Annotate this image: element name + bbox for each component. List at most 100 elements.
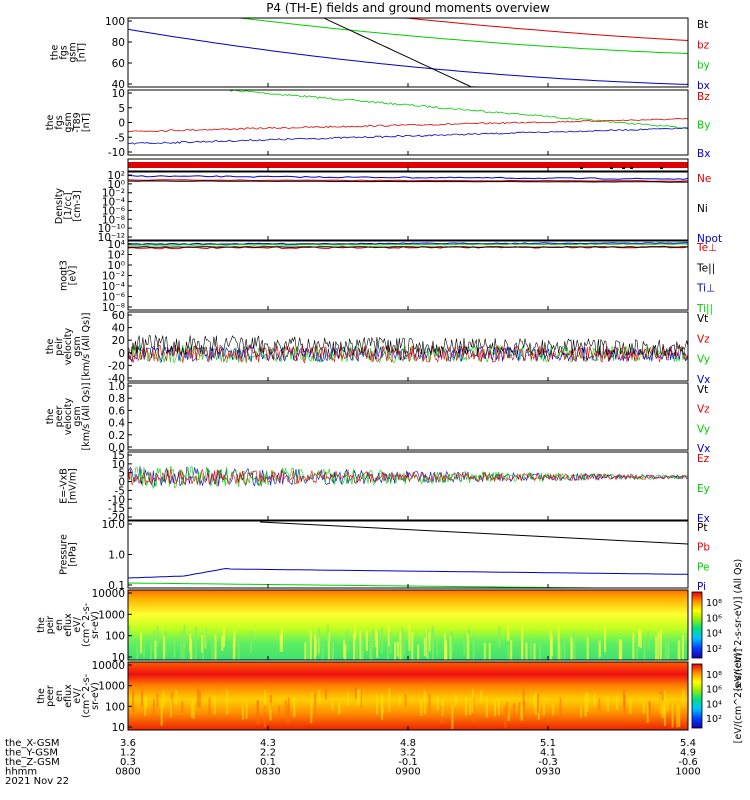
y-tick-label: 1000 [98,609,125,621]
y-tick-label: 10⁰ [107,179,125,191]
spectrogram-streak [170,698,173,718]
y-tick-label: 1.0 [108,550,125,562]
spectrogram-streak [488,643,491,660]
flag-marker [580,167,583,169]
spectrogram-streak [423,690,426,715]
y-axis-label-line: eflux [63,613,74,637]
x-axis-value: 4.3 [260,738,276,749]
spectrogram-streak [679,638,682,660]
spectrogram-streak [256,700,259,720]
y-tick-label: 10⁻⁸ [102,214,125,226]
spectrogram-streak [411,632,414,660]
spectrogram-streak [518,701,521,718]
spectrogram-streak [321,644,324,660]
spectrogram-streak [607,696,610,712]
y-tick-label: -10 [108,494,125,506]
y-axis-label-line: eflux [63,684,74,708]
spectrogram-streak [533,694,536,709]
flag-marker [660,167,663,169]
spectrogram-streak [427,638,429,660]
y-tick-label: 60 [112,310,125,322]
y-tick-label: 10000 [92,660,125,672]
spectrogram-streak [648,700,651,722]
spectrogram-streak [223,626,226,648]
spectrogram-streak [221,635,224,651]
spectrogram-streak [164,636,167,655]
y-axis-label-line: [1/cc] [63,192,74,219]
spectrogram-streak [513,703,516,720]
y-tick-label: 10⁻⁸ [102,302,125,314]
legend-label: Te⊥ [696,242,717,254]
y-tick-label: 0.8 [108,393,125,405]
y-tick-label: 0.4 [108,418,125,430]
y-axis-label-line: fgs [59,45,70,59]
y-axis-label: Pressure[nPa] [59,534,79,575]
y-axis-label-line: E=-VxB [59,468,70,503]
x-axis-value: 0800 [115,767,140,778]
panel-3: 10²10⁰10⁻²10⁻⁴10⁻⁶10⁻⁸10⁻¹⁰10⁻¹²Density[… [54,170,722,245]
legend-label: Vt [697,313,708,325]
spectrogram-streak [586,692,589,712]
spectrogram-streak [471,689,474,713]
spectrogram-streak [284,700,287,716]
y-axis-label-line: [nT] [81,113,92,132]
spectrogram-streak [314,694,317,717]
spectrogram-streak [584,693,587,717]
y-axis-label-line: eV/ [72,687,83,703]
colorbar-label-text: [eV/(cm^2-s-sr-eV)] (All Qs) [733,559,744,691]
spectrogram-streak [156,625,159,647]
spectrogram-streak [183,625,186,649]
x-axis-value: 4.1 [540,748,556,759]
flag-marker [610,167,613,169]
colorbar-tick-label: 10⁴ [706,699,722,710]
spectrogram-streak [214,634,217,660]
spectrogram-streak [445,640,447,660]
y-axis-label-line: Density [54,188,65,224]
legend-label: Ti⊥ [696,283,715,295]
panel-frame [127,451,689,521]
panel-plot-area [128,590,688,660]
spectrogram-streak [377,629,380,648]
y-tick-label: 0.0 [108,442,125,454]
panel-plot-area [128,90,688,145]
x-axis-row-label: the_X-GSM [5,738,59,749]
spectrogram-streak [659,694,662,715]
spectrogram-streak [423,637,426,656]
spectrogram-streak [468,629,470,660]
spectrogram-streak [642,700,645,714]
y-axis-label-line: the [45,115,56,131]
y-axis-label-line: (cm^2-s- [81,603,92,647]
series-Ni [128,180,688,183]
y-axis-label-line: [nPa] [68,542,79,567]
legend-label: Ez [697,453,710,465]
legend-label: Vx [697,443,710,455]
y-tick-label: 10⁻² [102,271,125,283]
series-Te-par [128,246,688,248]
y-axis-label-line: the [50,45,61,61]
colorbar-tick-label: 10² [706,644,722,655]
legend-label: Te|| [696,262,715,274]
panel-frame [127,240,689,311]
spectrogram-streak [449,635,452,660]
spectrogram-streak [560,644,562,660]
x-axis-value: 5.1 [540,738,556,749]
spectrogram-streak [396,641,399,657]
y-tick-label: 40 [112,79,125,91]
spectrogram-streak [450,631,453,656]
spectrogram-streak [420,699,423,716]
spectrogram-streak [557,626,560,660]
y-tick-label: -15 [108,503,125,515]
x-axis-value: 3.2 [400,748,416,759]
spectrogram-streak [573,638,576,660]
spectrogram-streak [480,690,483,704]
spectrogram-streak [140,632,142,654]
y-tick-label: 0.1 [108,580,125,592]
spectrogram-streak [454,695,457,707]
spectrogram-streak [521,627,524,656]
spectrogram-streak [376,693,378,715]
spectrogram-streak [189,638,192,660]
spectrogram-streak [580,705,582,718]
legend-label: Npot [697,233,722,245]
